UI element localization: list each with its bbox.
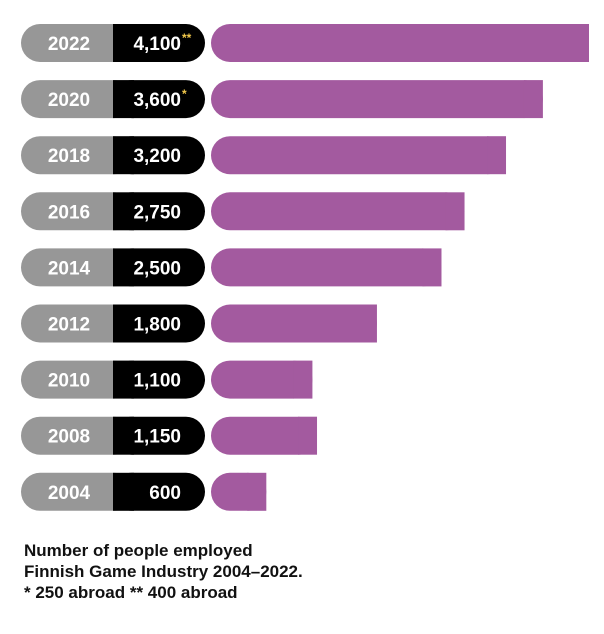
bar [211, 136, 507, 175]
year-pill [21, 24, 133, 62]
year-pill [21, 80, 133, 119]
value-label: 4,100 [133, 34, 181, 55]
year-label: 2014 [48, 258, 91, 279]
value-pill-edge [113, 80, 134, 119]
value-pill-edge [113, 360, 134, 399]
footnote-mark: ** [182, 31, 192, 45]
value-label: 1,100 [133, 371, 181, 392]
chart-caption: Number of people employed Finnish Game I… [24, 540, 303, 603]
bar-end [570, 24, 589, 62]
bar-end [298, 416, 318, 455]
value-label: 600 [149, 483, 181, 504]
year-pill [21, 416, 133, 455]
value-label: 2,750 [133, 202, 181, 223]
value-label: 2,500 [133, 258, 181, 279]
value-pill [113, 304, 205, 343]
value-pill-edge [113, 304, 134, 343]
bar-end [293, 360, 313, 399]
bar-end [247, 472, 267, 511]
year-label: 2012 [48, 315, 90, 336]
year-pill [21, 192, 133, 231]
year-pill [21, 360, 133, 399]
value-pill [113, 24, 205, 62]
year-pill [21, 304, 133, 343]
bar-end [487, 136, 507, 175]
bar-end [523, 80, 543, 119]
value-pill-edge [113, 192, 134, 231]
bar-end [445, 192, 465, 231]
caption-line-3: * 250 abroad ** 400 abroad [24, 583, 238, 602]
bar [211, 24, 589, 62]
bar [211, 416, 318, 455]
value-label: 3,200 [133, 146, 181, 167]
year-label: 2010 [48, 371, 90, 392]
year-label: 2022 [48, 34, 90, 55]
year-label: 2020 [48, 90, 90, 111]
value-pill [113, 416, 205, 455]
bar [211, 248, 442, 287]
value-pill [113, 136, 205, 175]
year-label: 2016 [48, 202, 90, 223]
year-label: 2018 [48, 146, 90, 167]
bar [211, 360, 313, 399]
year-pill [21, 136, 133, 175]
bar [211, 80, 543, 119]
value-label: 1,800 [133, 315, 181, 336]
caption-line-1: Number of people employed [24, 541, 253, 560]
value-pill-edge [113, 248, 134, 287]
caption-line-2: Finnish Game Industry 2004–2022. [24, 562, 303, 581]
bar [211, 304, 377, 343]
value-pill-edge [113, 416, 134, 455]
value-pill [113, 248, 205, 287]
year-label: 2004 [48, 483, 91, 504]
bar-end [357, 304, 377, 343]
value-pill [113, 192, 205, 231]
value-label: 1,150 [133, 427, 181, 448]
bar-end [422, 248, 442, 287]
value-pill [113, 472, 205, 511]
bar [211, 192, 465, 231]
value-pill-edge [113, 24, 134, 62]
year-label: 2008 [48, 427, 90, 448]
value-label: 3,600 [133, 90, 181, 111]
year-pill [21, 248, 133, 287]
value-pill-edge [113, 472, 134, 511]
value-pill [113, 80, 205, 119]
value-pill-edge [113, 136, 134, 175]
footnote-mark: * [182, 87, 187, 101]
year-pill [21, 472, 133, 511]
value-pill [113, 360, 205, 399]
